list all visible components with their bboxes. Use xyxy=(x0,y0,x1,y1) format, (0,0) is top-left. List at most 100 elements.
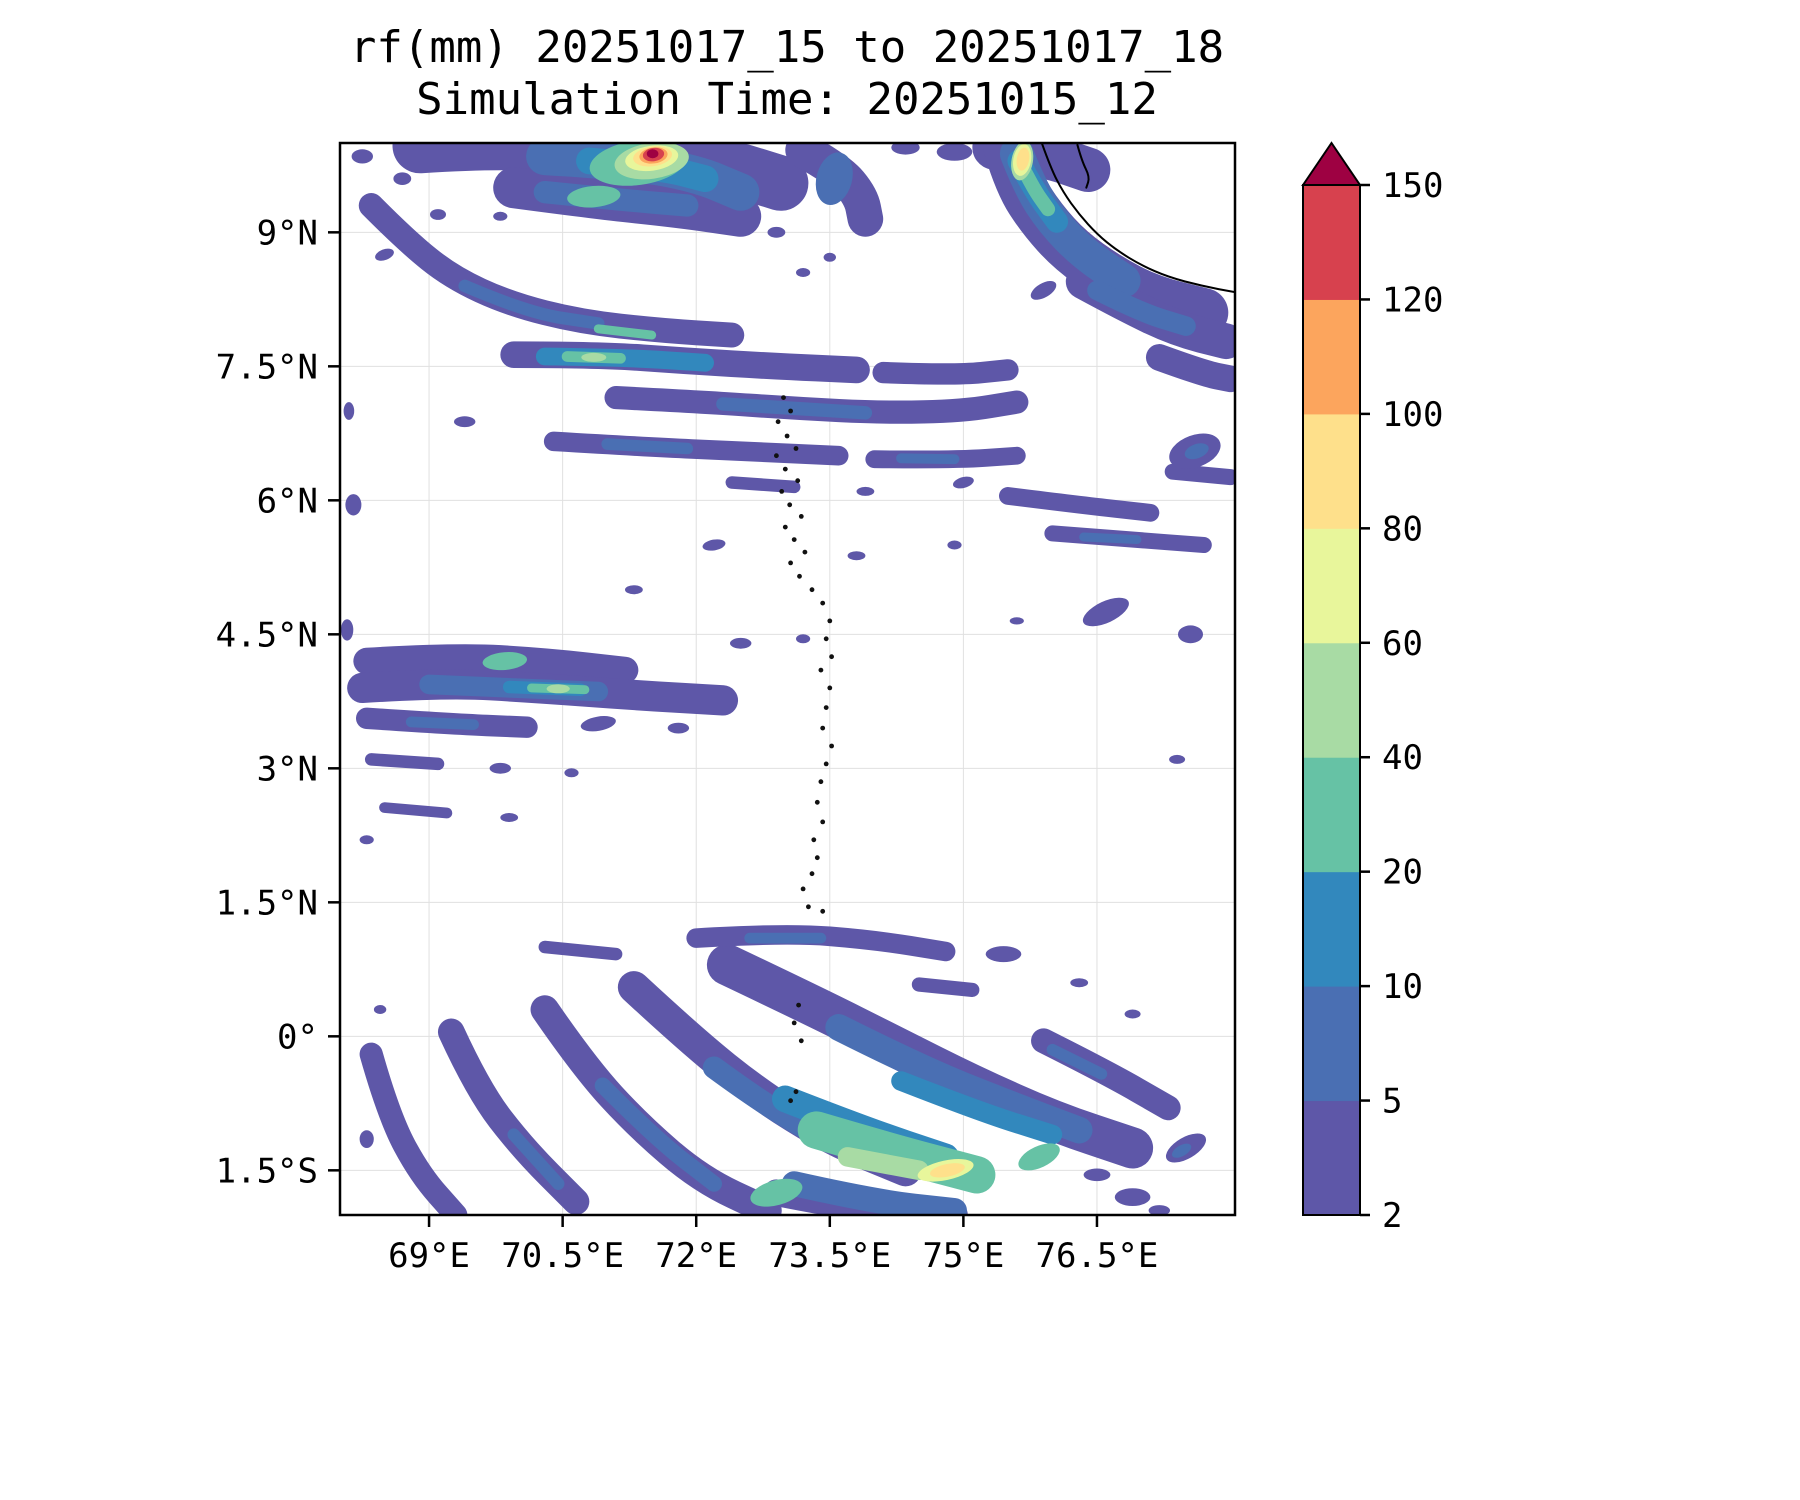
colorbar-segment xyxy=(1303,528,1360,644)
rain-contour-cell xyxy=(564,768,579,778)
rain-contour-cell xyxy=(823,252,836,262)
coastline-path xyxy=(1076,143,1090,189)
coastline-path xyxy=(1040,143,1235,294)
island-dot xyxy=(802,549,808,555)
island-dot xyxy=(779,489,785,494)
island-dot xyxy=(820,725,826,731)
island-dot xyxy=(774,453,779,459)
rain-contour-cell xyxy=(667,722,690,734)
rain-contour-cell xyxy=(815,152,853,205)
rain-contour-band xyxy=(911,977,980,997)
rain-contour-band xyxy=(891,1071,1063,1145)
rain-contour-band xyxy=(1087,280,1196,336)
colorbar-tick-label: 20 xyxy=(1382,853,1423,893)
colorbar-tick-label: 5 xyxy=(1382,1082,1402,1122)
x-tick-label: 72°E xyxy=(655,1236,737,1276)
rain-contour-band xyxy=(458,279,605,330)
rain-contour-cell xyxy=(546,684,570,694)
axis-tick-labels: 69°E 70.5°E 72°E 73.5°E 75°E 76.5°E 9°N 7.5°N 6°… xyxy=(216,213,1159,1276)
colorbar-segment xyxy=(1303,299,1360,415)
rain-contour-cell xyxy=(345,494,362,516)
colorbar-tick-label: 2 xyxy=(1382,1196,1402,1236)
rain-contour-band xyxy=(1046,1043,1108,1080)
x-tick-label: 75°E xyxy=(922,1236,1004,1276)
rain-contour-band xyxy=(872,359,1019,385)
island-dot xyxy=(787,502,793,508)
rain-contour-cell xyxy=(1082,597,1129,627)
rain-contour-band xyxy=(837,1147,929,1181)
rain-contour-cell xyxy=(359,1130,374,1148)
island-dot xyxy=(814,855,820,861)
island-dot xyxy=(809,587,815,593)
island-dot xyxy=(827,618,833,624)
island-dot xyxy=(811,837,817,843)
colorbar-tick-label: 120 xyxy=(1382,280,1443,320)
x-tick-label: 69°E xyxy=(388,1236,470,1276)
rain-contour-band xyxy=(594,1077,722,1192)
rain-contour-cell xyxy=(375,248,394,261)
rain-contour-cell xyxy=(796,634,811,644)
rain-contour-cell xyxy=(702,539,726,551)
rain-contour-cell xyxy=(625,585,643,595)
island-dot xyxy=(797,573,802,579)
india-coastline xyxy=(1040,143,1235,294)
map-frame xyxy=(338,141,1237,1217)
rain-contour-band xyxy=(405,716,479,730)
rain-contour-cell xyxy=(1178,625,1203,644)
rain-contour-cell xyxy=(500,813,519,822)
island-dot xyxy=(791,537,797,542)
axis-ticks xyxy=(328,231,1099,1227)
island-dot xyxy=(818,667,824,673)
rain-contour-cell xyxy=(1083,1168,1111,1182)
colorbar-segment xyxy=(1303,1100,1360,1216)
island-dot xyxy=(820,908,826,914)
rain-contour-cell xyxy=(581,352,607,362)
rain-contour-band xyxy=(896,453,960,465)
rain-contour-cell xyxy=(936,143,973,161)
rain-contour-band xyxy=(1079,532,1142,545)
rain-contour-cell xyxy=(359,835,374,845)
island-dot xyxy=(827,685,833,691)
colorbar-segment xyxy=(1303,986,1360,1102)
rain-contour-cell xyxy=(340,619,354,641)
island-dot xyxy=(823,636,829,642)
y-tick-label: 1.5°S xyxy=(216,1151,318,1191)
colorbar-segment xyxy=(1303,413,1360,529)
rain-contour-cell xyxy=(1070,978,1089,988)
rain-contour-band xyxy=(1164,463,1235,486)
rain-contour-cell xyxy=(1030,281,1057,300)
rain-contour-cell xyxy=(1169,754,1186,764)
island-dot xyxy=(788,408,793,414)
island-dot xyxy=(796,1002,801,1008)
rain-contour-cell xyxy=(856,486,875,496)
rain-contour-cell xyxy=(985,946,1022,963)
rain-contour-band xyxy=(538,940,623,961)
rain-contour-band xyxy=(686,925,956,962)
island-dot xyxy=(829,654,834,660)
y-tick-label: 1.5°N xyxy=(216,883,318,923)
island-dot xyxy=(800,886,806,892)
island-dot xyxy=(798,514,804,519)
rain-contour-band xyxy=(359,1042,468,1215)
maldives-island-chain xyxy=(774,395,834,1104)
rain-contour-cell xyxy=(567,185,621,208)
x-tick-label: 76.5°E xyxy=(1036,1236,1159,1276)
rain-contour-band xyxy=(797,1111,996,1194)
colorbar-segment xyxy=(1303,757,1360,873)
island-dot xyxy=(809,871,815,877)
rain-contour-cell xyxy=(493,211,508,221)
rain-contour-band xyxy=(601,438,694,455)
rain-contour-cell xyxy=(489,762,511,774)
colorbar-tick-label: 80 xyxy=(1382,509,1423,549)
x-tick-label: 73.5°E xyxy=(768,1236,891,1276)
colorbar-segment xyxy=(1303,185,1360,300)
rain-contour-cell xyxy=(1016,147,1030,171)
colorbar-tick-label: 40 xyxy=(1382,738,1423,778)
island-dot xyxy=(782,466,788,472)
rain-contour-band xyxy=(781,1171,967,1215)
rain-contour-band xyxy=(825,1014,1093,1144)
rain-contour-cell xyxy=(796,268,811,277)
x-tick-label: 70.5°E xyxy=(501,1236,624,1276)
rain-contour-cell xyxy=(891,143,920,155)
